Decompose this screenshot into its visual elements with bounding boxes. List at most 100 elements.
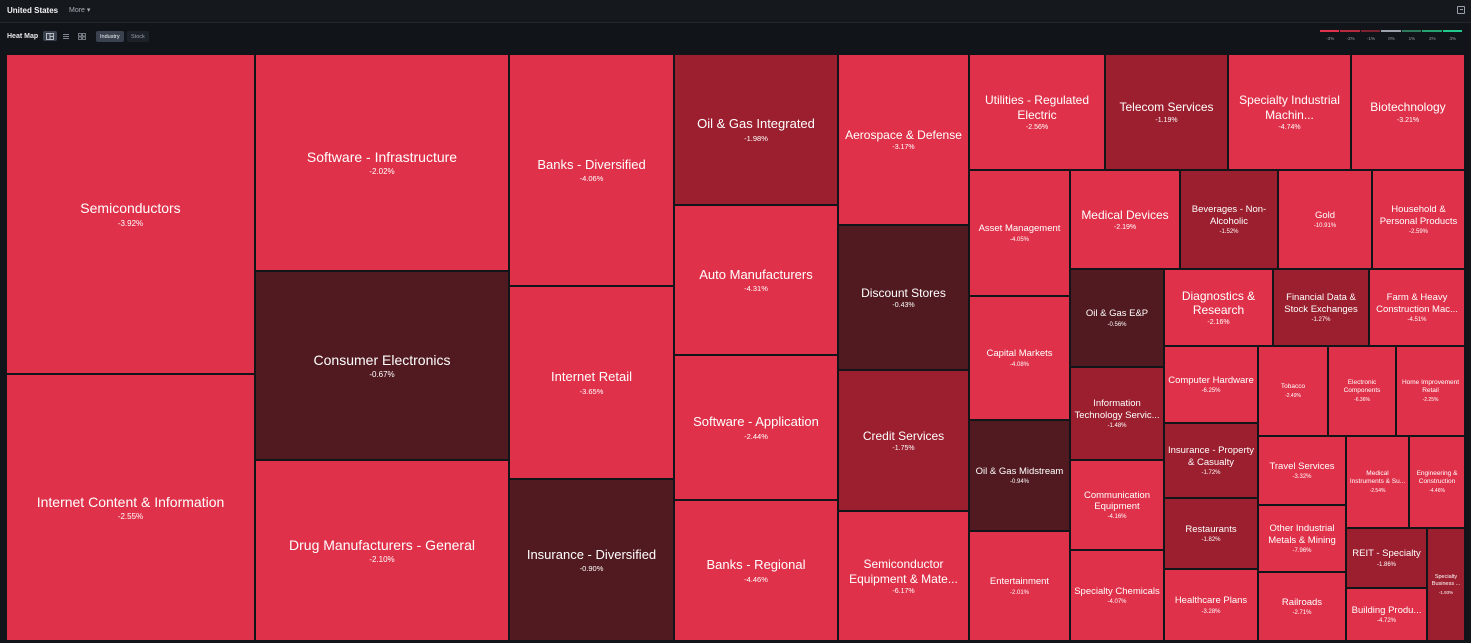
heatmap-tile[interactable]: Drug Manufacturers - General -2.10% <box>255 460 509 641</box>
heatmap-tile[interactable]: Credit Services -1.75% <box>838 370 969 511</box>
heatmap-tile[interactable]: Utilities - Regulated Electric -2.56% <box>969 54 1105 170</box>
heatmap-tile[interactable]: Household & Personal Products -2.59% <box>1372 170 1465 269</box>
treemap-view-button[interactable] <box>43 31 57 41</box>
tile-industry-name: Insurance - Property & Casualty <box>1167 445 1255 468</box>
heatmap-tile[interactable]: Oil & Gas E&P -0.56% <box>1070 269 1164 367</box>
heatmap-tile[interactable]: Biotechnology -3.21% <box>1351 54 1465 170</box>
tile-industry-name: Electronic Components <box>1343 379 1381 394</box>
tile-change-percent: -4.16% <box>1107 514 1127 521</box>
tile-industry-name: Engineering & Construction <box>1416 470 1458 485</box>
tile-industry-name: Household & Personal Products <box>1379 204 1458 227</box>
heatmap-tile[interactable]: Specialty Industrial Machin... -4.74% <box>1228 54 1351 170</box>
heatmap-tile[interactable]: Oil & Gas Integrated -1.98% <box>674 54 838 205</box>
tile-industry-name: Software - Application <box>693 414 819 430</box>
heatmap-tile[interactable]: Oil & Gas Midstream -0.94% <box>969 420 1070 531</box>
tile-industry-name: Diagnostics & Research <box>1181 288 1256 317</box>
tile-industry-name: Specialty Business ... <box>1431 574 1461 587</box>
color-legend: -3% -2% -1% 0% 1% 2% 3% <box>1320 30 1463 44</box>
tile-industry-name: Discount Stores <box>861 285 946 300</box>
exit-fullscreen-icon[interactable] <box>1457 6 1465 14</box>
heatmap-tile[interactable]: Other Industrial Metals & Mining -7.96% <box>1258 505 1346 572</box>
list-view-button[interactable] <box>59 31 73 41</box>
grid-icon <box>78 32 86 40</box>
tile-industry-name: Other Industrial Metals & Mining <box>1268 523 1336 546</box>
heatmap-tile[interactable]: REIT - Specialty -1.86% <box>1346 528 1427 588</box>
heatmap-tile[interactable]: Railroads -2.71% <box>1258 572 1346 641</box>
legend-label: 0% <box>1388 36 1395 41</box>
heatmap-tile[interactable]: Consumer Electronics -0.67% <box>255 271 509 460</box>
heatmap-tile[interactable]: Information Technology Servic... -1.48% <box>1070 367 1164 460</box>
tile-industry-name: Utilities - Regulated Electric <box>984 93 1090 122</box>
heatmap-tile[interactable]: Asset Management -4.05% <box>969 170 1070 296</box>
heatmap-tile[interactable]: Farm & Heavy Construction Mac... -4.51% <box>1369 269 1465 346</box>
heatmap-tile[interactable]: Gold -10.91% <box>1278 170 1372 269</box>
tile-industry-name: Building Produ... <box>1351 604 1422 616</box>
legend-label: 1% <box>1408 36 1416 41</box>
heatmap-tile[interactable]: Discount Stores -0.43% <box>838 225 969 370</box>
heatmap-tile[interactable]: Healthcare Plans -3.28% <box>1164 569 1258 641</box>
heatmap-tile[interactable]: Computer Hardware -6.25% <box>1164 346 1258 423</box>
tile-change-percent: -2.59% <box>1408 228 1428 235</box>
heatmap-tile[interactable]: Electronic Components -6.36% <box>1328 346 1396 436</box>
tile-change-percent: -0.94% <box>1009 479 1029 486</box>
heatmap-tile[interactable]: Diagnostics & Research -2.16% <box>1164 269 1273 346</box>
heatmap-tile[interactable]: Banks - Regional -4.46% <box>674 500 838 641</box>
heatmap-tile[interactable]: Medical Devices -2.19% <box>1070 170 1180 269</box>
tile-change-percent: -3.65% <box>579 386 604 396</box>
tile-industry-name: Beverages - Non-Alcoholic <box>1191 204 1267 227</box>
tile-change-percent: -2.44% <box>744 431 768 441</box>
tile-industry-name: Gold <box>1314 209 1336 221</box>
tile-change-percent: -0.67% <box>369 370 395 380</box>
tile-industry-name: Medical Devices <box>1081 207 1169 222</box>
tile-change-percent: -2.25% <box>1422 396 1439 403</box>
tile-change-percent: -3.28% <box>1201 608 1221 615</box>
heatmap-tile[interactable]: Aerospace & Defense -3.17% <box>838 54 969 225</box>
heatmap-tile[interactable]: Auto Manufacturers -4.31% <box>674 205 838 355</box>
heatmap-tile[interactable]: Internet Retail -3.65% <box>509 286 674 479</box>
heatmap-tile[interactable]: Semiconductors -3.92% <box>6 54 255 374</box>
heatmap-tile[interactable]: Semiconductor Equipment & Mate... -6.17% <box>838 511 969 641</box>
heatmap-tile[interactable]: Software - Infrastructure -2.02% <box>255 54 509 271</box>
heatmap-tile[interactable]: Building Produ... -4.72% <box>1346 588 1427 641</box>
heatmap-tile[interactable]: Specialty Business ... -1.93% <box>1427 528 1465 641</box>
heatmap-tile[interactable]: Communication Equipment -4.16% <box>1070 460 1164 550</box>
heatmap-tile[interactable]: Entertainment -2.01% <box>969 531 1070 641</box>
grid-view-button[interactable] <box>75 31 89 41</box>
heatmap-tile[interactable]: Capital Markets -4.08% <box>969 296 1070 420</box>
heatmap-tile[interactable]: Home Improvement Retail -2.25% <box>1396 346 1465 436</box>
heatmap-tile[interactable]: Telecom Services -1.19% <box>1105 54 1228 170</box>
heatmap-tile[interactable]: Insurance - Diversified -0.90% <box>509 479 674 641</box>
legend-label: -1% <box>1367 36 1376 41</box>
heatmap-tile[interactable]: Banks - Diversified -4.06% <box>509 54 674 286</box>
heatmap-tile[interactable]: Tobacco -2.49% <box>1258 346 1328 436</box>
tile-industry-name: Computer Hardware <box>1168 374 1254 386</box>
heatmap-tile[interactable]: Engineering & Construction -4.46% <box>1409 436 1465 528</box>
heatmap-tile[interactable]: Insurance - Property & Casualty -1.72% <box>1164 423 1258 498</box>
tile-change-percent: -2.10% <box>369 555 395 565</box>
tile-industry-name: Telecom Services <box>1119 100 1214 115</box>
tile-change-percent: -2.49% <box>1285 392 1301 399</box>
heatmap-tile[interactable]: Beverages - Non-Alcoholic -1.52% <box>1180 170 1278 269</box>
tile-industry-name: Healthcare Plans <box>1174 595 1248 607</box>
tile-industry-name: Travel Services <box>1269 460 1335 472</box>
heatmap-tile[interactable]: Financial Data & Stock Exchanges -1.27% <box>1273 269 1369 346</box>
tile-change-percent: -1.98% <box>744 133 768 143</box>
industry-toggle[interactable]: Industry <box>96 31 124 42</box>
tile-change-percent: -3.21% <box>1396 116 1420 124</box>
stock-toggle[interactable]: Stock <box>127 31 149 42</box>
tile-industry-name: Specialty Industrial Machin... <box>1239 93 1340 122</box>
more-menu[interactable]: More ▾ <box>69 7 91 14</box>
heatmap-tile[interactable]: Restaurants -1.82% <box>1164 498 1258 569</box>
tile-change-percent: -4.31% <box>744 284 768 294</box>
tile-change-percent: -4.08% <box>1009 361 1029 368</box>
region-title[interactable]: United States <box>7 6 59 15</box>
heatmap-tile[interactable]: Internet Content & Information -2.55% <box>6 374 255 641</box>
heatmap-tile[interactable]: Medical Instruments & Su... -2.54% <box>1346 436 1409 528</box>
heatmap-tile[interactable]: Software - Application -2.44% <box>674 355 838 500</box>
tile-industry-name: Banks - Diversified <box>537 156 646 172</box>
tile-industry-name: Tobacco <box>1280 383 1306 391</box>
tile-change-percent: -2.16% <box>1207 319 1230 327</box>
heatmap-tile[interactable]: Specialty Chemicals -4.07% <box>1070 550 1164 641</box>
tile-industry-name: Farm & Heavy Construction Mac... <box>1376 292 1458 315</box>
heatmap-tile[interactable]: Travel Services -3.32% <box>1258 436 1346 505</box>
